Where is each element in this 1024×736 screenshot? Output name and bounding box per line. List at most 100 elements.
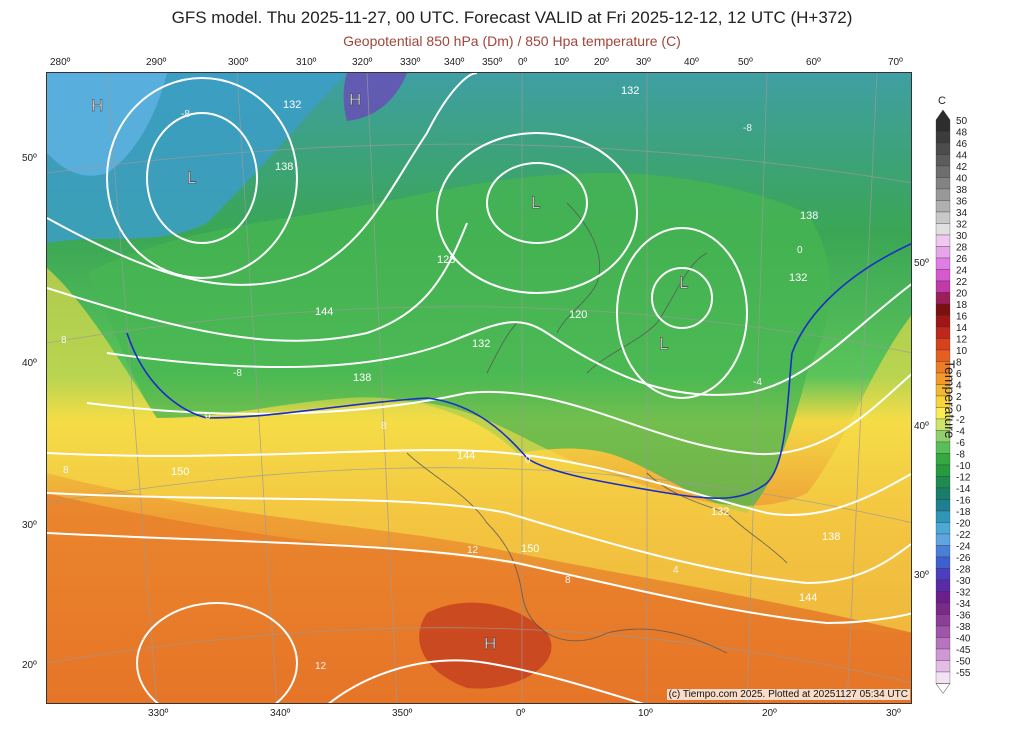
- isotherm-label: -4: [753, 377, 762, 388]
- isotherm-label: -8: [181, 109, 190, 120]
- legend-swatch: [935, 625, 951, 638]
- legend-swatch: [935, 292, 951, 305]
- lon-label: 330º: [400, 57, 421, 68]
- lat-label: 40º: [22, 358, 37, 369]
- legend-swatch: [935, 303, 951, 316]
- lat-label: 30º: [914, 570, 929, 581]
- legend-tick-label: 28: [956, 243, 968, 254]
- legend-swatch: [935, 522, 951, 535]
- isotherm-label: -8: [743, 123, 752, 134]
- isotherm-labels: -8 8 -8 8 8 12 12 8 -8 -4 0 0 0 4: [61, 109, 803, 672]
- lon-label: 20º: [594, 57, 609, 68]
- weather-map: H H H L L L L L 132 132 138 128 144 132 …: [46, 72, 912, 704]
- legend-swatch: [935, 568, 951, 581]
- legend-tick-label: 32: [956, 220, 968, 231]
- legend-tick-label: 50: [956, 116, 968, 127]
- legend-tick-label: 44: [956, 151, 968, 162]
- contour-label: 132: [621, 85, 639, 97]
- lon-label: 340º: [444, 57, 465, 68]
- legend-swatch: [935, 234, 951, 247]
- legend-swatch: [935, 441, 951, 454]
- lon-label: 350º: [392, 708, 413, 719]
- isotherm-label: 8: [63, 465, 69, 476]
- legend-tick-label: 24: [956, 266, 968, 277]
- lat-label: 20º: [22, 660, 37, 671]
- legend-tick-label: 8: [956, 358, 962, 369]
- legend-swatch: [935, 338, 951, 351]
- legend-tick-label: 26: [956, 254, 968, 265]
- legend-tick-label: -18: [956, 507, 971, 518]
- legend-swatch: [935, 257, 951, 270]
- legend-swatch: [935, 579, 951, 592]
- legend-tick-label: -34: [956, 599, 971, 610]
- legend-swatch: [935, 591, 951, 604]
- lon-label: 60º: [806, 57, 821, 68]
- contour-label: 120: [569, 309, 587, 321]
- legend-tick-label: 40: [956, 174, 968, 185]
- legend-swatch: [935, 487, 951, 500]
- high-center: H: [484, 634, 496, 653]
- legend-arrow-top: [935, 109, 951, 121]
- legend-tick-label: -28: [956, 565, 971, 576]
- legend-swatch: [935, 131, 951, 144]
- legend-swatch: [935, 533, 951, 546]
- legend-swatch: [935, 315, 951, 328]
- legend-tick-label: -10: [956, 461, 971, 472]
- contour-label: 138: [822, 531, 840, 543]
- legend-tick-label: -40: [956, 634, 971, 645]
- contour-label: 128: [437, 254, 455, 266]
- legend-tick-label: 34: [956, 208, 968, 219]
- legend-tick-label: 46: [956, 139, 968, 150]
- legend-tick-label: 22: [956, 277, 968, 288]
- lon-label: 40º: [684, 57, 699, 68]
- legend-swatch: [935, 556, 951, 569]
- legend-swatch: [935, 177, 951, 190]
- legend-unit: C: [938, 95, 946, 107]
- legend-swatch: [935, 671, 951, 684]
- legend-swatch: [935, 119, 951, 132]
- legend-tick-label: 30: [956, 231, 968, 242]
- chart-subtitle: Geopotential 850 hPa (Dm) / 850 Hpa temp…: [343, 33, 681, 49]
- map-canvas: H H H L L L L L 132 132 138 128 144 132 …: [47, 73, 911, 703]
- legend-tick-label: -14: [956, 484, 971, 495]
- legend-tick-label: -4: [956, 427, 965, 438]
- contour-label: 132: [472, 338, 490, 350]
- legend-tick-label: -24: [956, 542, 971, 553]
- legend-arrow-bottom: [935, 683, 951, 694]
- lon-label: 30º: [636, 57, 651, 68]
- legend-swatch: [935, 188, 951, 201]
- isotherm-label: 0: [525, 455, 531, 466]
- lat-label: 40º: [914, 421, 929, 432]
- legend-swatch: [935, 545, 951, 558]
- legend-tick-label: 18: [956, 300, 968, 311]
- legend-swatch: [935, 280, 951, 293]
- contour-label: 144: [315, 306, 333, 318]
- lon-label: 20º: [762, 708, 777, 719]
- legend-tick-label: 6: [956, 369, 962, 380]
- legend-swatch: [935, 648, 951, 661]
- contour-label: 132: [711, 506, 729, 518]
- coastlines: [406, 202, 788, 654]
- hot-core-africa: [419, 602, 552, 689]
- lon-label: 50º: [738, 57, 753, 68]
- lon-label: 300º: [228, 57, 249, 68]
- lon-label: 340º: [270, 708, 291, 719]
- legend-tick-label: -45: [956, 645, 971, 656]
- lon-label: 320º: [352, 57, 373, 68]
- legend-tick-label: 20: [956, 289, 968, 300]
- legend-tick-label: 2: [956, 392, 962, 403]
- warm-region-south: [47, 493, 911, 703]
- legend-swatch: [935, 464, 951, 477]
- legend-tick-label: 36: [956, 197, 968, 208]
- legend-swatch: [935, 499, 951, 512]
- isotherm-label: 12: [467, 545, 479, 556]
- contour-labels: 132 132 138 128 144 132 120 138 132 138 …: [171, 85, 840, 604]
- lat-label: 50º: [22, 153, 37, 164]
- legend-tick-label: 38: [956, 185, 968, 196]
- legend-tick-label: -26: [956, 553, 971, 564]
- chart-title: GFS model. Thu 2025-11-27, 00 UTC. Forec…: [171, 8, 853, 27]
- low-center: L: [679, 273, 688, 292]
- legend-tick-label: -2: [956, 415, 965, 426]
- lon-label: 30º: [886, 708, 901, 719]
- legend-swatch: [935, 637, 951, 650]
